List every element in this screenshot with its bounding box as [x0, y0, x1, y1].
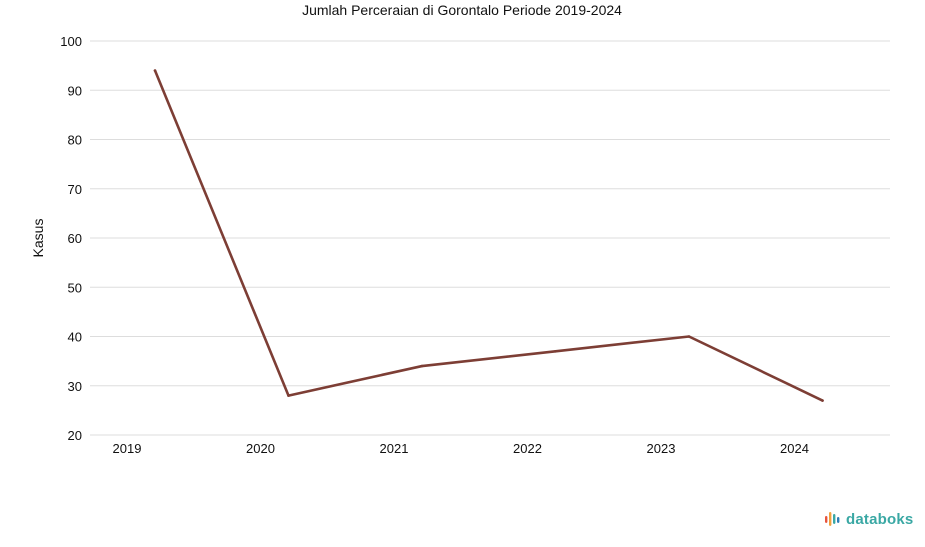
x-tick-label-2019: 2019 [113, 441, 142, 456]
x-tick-label-2023: 2023 [647, 441, 676, 456]
y-tick-label-40: 40 [68, 330, 82, 345]
y-tick-label-50: 50 [68, 280, 82, 295]
brand-logo: databoks [824, 508, 913, 530]
x-tick-label-2024: 2024 [780, 441, 809, 456]
y-tick-label-100: 100 [60, 34, 82, 49]
x-tick-label-2022: 2022 [513, 441, 542, 456]
data-point-2022 [554, 349, 557, 353]
data-point-2024 [821, 399, 824, 402]
y-tick-label-30: 30 [68, 379, 82, 394]
chart-title: Jumlah Perceraian di Gorontalo Periode 2… [302, 2, 622, 18]
data-point-2019 [153, 69, 157, 72]
y-tick-label-70: 70 [68, 182, 82, 197]
x-axis-tick-labels: 2019 2020 2021 2022 2023 2024 [113, 441, 809, 456]
y-tick-label-80: 80 [68, 133, 82, 148]
y-axis-tick-labels: 20 30 40 50 60 70 80 90 100 [60, 34, 82, 443]
y-tick-label-20: 20 [68, 428, 82, 443]
data-point-2020 [287, 394, 290, 397]
series-line-0 [153, 69, 824, 402]
y-axis-label: Kasus [30, 219, 46, 258]
data-point-2021 [420, 364, 424, 368]
brand-name: databoks [846, 510, 914, 528]
data-point-2023 [687, 335, 691, 338]
series-layer [153, 69, 824, 402]
y-tick-label-60: 60 [68, 231, 82, 246]
x-tick-label-2021: 2021 [380, 441, 409, 456]
y-tick-label-90: 90 [68, 83, 82, 98]
x-tick-label-2020: 2020 [246, 441, 275, 456]
databoks-logo-icon [825, 512, 840, 526]
